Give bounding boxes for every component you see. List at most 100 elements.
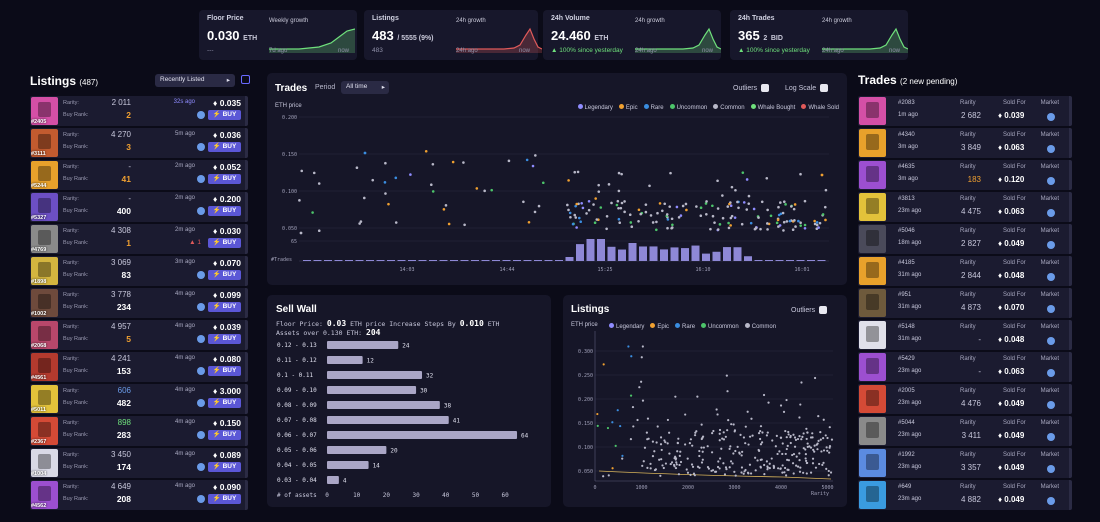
marketplace-icon[interactable]	[1047, 113, 1055, 121]
marketplace-icon[interactable]	[1047, 369, 1055, 377]
listing-row[interactable]: #5244 Rarity: Buy Rank: - 41 2m ago ♦ 0.…	[30, 160, 248, 190]
nft-thumbnail[interactable]: #2367	[31, 417, 58, 445]
buy-button[interactable]: ⚡ BUY	[208, 430, 241, 440]
nft-thumbnail[interactable]	[859, 161, 886, 189]
legend-item[interactable]: Epic	[644, 323, 669, 330]
listing-row[interactable]: #4769 Rarity: Buy Rank: 4 308 1 2m ago ♦…	[30, 224, 248, 254]
marketplace-icon[interactable]	[1047, 209, 1055, 217]
listing-row[interactable]: #2068 Rarity: Buy Rank: 4 957 5 4m ago ♦…	[30, 320, 248, 350]
marketplace-icon[interactable]	[1047, 177, 1055, 185]
nft-thumbnail[interactable]	[859, 385, 886, 413]
trade-row[interactable]: #5148 31m ago Rarity - Sold For ♦ 0.048 …	[858, 320, 1072, 350]
listing-row[interactable]: #5011 Rarity: Buy Rank: 606 482 4m ago ♦…	[30, 384, 248, 414]
legend-item[interactable]: Whale Sold	[795, 104, 839, 111]
nft-thumbnail[interactable]: #1898	[31, 257, 58, 285]
rarity-value: 3 357	[960, 463, 981, 472]
nft-thumbnail[interactable]	[859, 481, 886, 509]
legend-item[interactable]: Legendary	[603, 323, 644, 330]
buy-button[interactable]: ⚡ BUY	[208, 110, 241, 120]
trade-row[interactable]: #4635 3m ago Rarity 183 Sold For ♦ 0.120…	[858, 160, 1072, 190]
listing-row[interactable]: #5327 Rarity: Buy Rank: - 400 2m ago ♦ 0…	[30, 192, 248, 222]
listing-row[interactable]: #2405 Rarity: Buy Rank: 2 011 2 32s ago …	[30, 96, 248, 126]
logscale-toggle[interactable]: Log Scale	[785, 84, 829, 92]
outliers-checkbox[interactable]	[819, 306, 828, 314]
nft-thumbnail[interactable]: #1004	[31, 449, 58, 477]
nft-thumbnail[interactable]: #4769	[31, 225, 58, 253]
outliers-checkbox[interactable]	[761, 84, 770, 92]
buy-button[interactable]: ⚡ BUY	[208, 366, 241, 376]
nft-thumbnail[interactable]: #5011	[31, 385, 58, 413]
period-select[interactable]: All time ▸	[341, 81, 389, 94]
marketplace-icon[interactable]	[1047, 433, 1055, 441]
outliers-toggle[interactable]: Outliers	[733, 84, 770, 92]
listing-row[interactable]: #4561 Rarity: Buy Rank: 4 241 153 4m ago…	[30, 352, 248, 382]
nft-thumbnail[interactable]	[859, 193, 886, 221]
marketplace-icon[interactable]	[1047, 273, 1055, 281]
nft-thumbnail[interactable]	[859, 225, 886, 253]
marketplace-icon[interactable]	[1047, 465, 1055, 473]
nft-thumbnail[interactable]: #1002	[31, 289, 58, 317]
marketplace-icon[interactable]	[1047, 497, 1055, 505]
buy-button[interactable]: ⚡ BUY	[208, 206, 241, 216]
logscale-checkbox[interactable]	[820, 84, 829, 92]
trade-row[interactable]: #951 31m ago Rarity 4 873 Sold For ♦ 0.0…	[858, 288, 1072, 318]
trade-row[interactable]: #1992 23m ago Rarity 3 357 Sold For ♦ 0.…	[858, 448, 1072, 478]
legend-item[interactable]: Rare	[669, 323, 695, 330]
legend-item[interactable]: Rare	[638, 104, 664, 111]
listing-row[interactable]: #3111 Rarity: Buy Rank: 4 270 3 5m ago ♦…	[30, 128, 248, 158]
buy-button[interactable]: ⚡ BUY	[208, 302, 241, 312]
trade-row[interactable]: #4340 3m ago Rarity 3 849 Sold For ♦ 0.0…	[858, 128, 1072, 158]
legend-item[interactable]: Uncommon	[664, 104, 707, 111]
buy-button[interactable]: ⚡ BUY	[208, 494, 241, 504]
buy-button[interactable]: ⚡ BUY	[208, 174, 241, 184]
legend-item[interactable]: Common	[707, 104, 745, 111]
legend-item[interactable]: Whale Bought	[745, 104, 795, 111]
buy-button[interactable]: ⚡ BUY	[208, 334, 241, 344]
buy-button[interactable]: ⚡ BUY	[208, 270, 241, 280]
listings-outliers-toggle[interactable]: Outliers	[791, 306, 828, 314]
legend-item[interactable]: Uncommon	[695, 323, 739, 330]
nft-thumbnail[interactable]: #5327	[31, 193, 58, 221]
marketplace-icon[interactable]	[1047, 401, 1055, 409]
nft-thumbnail[interactable]	[859, 97, 886, 125]
buy-button[interactable]: ⚡ BUY	[208, 462, 241, 472]
buy-button[interactable]: ⚡ BUY	[208, 238, 241, 248]
nft-thumbnail[interactable]	[859, 289, 886, 317]
marketplace-icon[interactable]	[1047, 145, 1055, 153]
nft-thumbnail[interactable]	[859, 417, 886, 445]
legend-item[interactable]: Legendary	[572, 104, 613, 111]
trade-row[interactable]: #5046 18m ago Rarity 2 827 Sold For ♦ 0.…	[858, 224, 1072, 254]
listing-row[interactable]: #4562 Rarity: Buy Rank: 4 649 208 4m ago…	[30, 480, 248, 510]
trade-row[interactable]: #5429 23m ago Rarity - Sold For ♦ 0.063 …	[858, 352, 1072, 382]
listings-toggle-checkbox[interactable]	[241, 75, 250, 84]
trade-row[interactable]: #4185 31m ago Rarity 2 844 Sold For ♦ 0.…	[858, 256, 1072, 286]
nft-thumbnail[interactable]: #4561	[31, 353, 58, 381]
trade-row[interactable]: #649 23m ago Rarity 4 882 Sold For ♦ 0.0…	[858, 480, 1072, 510]
buy-button[interactable]: ⚡ BUY	[208, 398, 241, 408]
nft-thumbnail[interactable]: #5244	[31, 161, 58, 189]
nft-thumbnail[interactable]	[859, 129, 886, 157]
trade-row[interactable]: #3813 23m ago Rarity 4 475 Sold For ♦ 0.…	[858, 192, 1072, 222]
nft-thumbnail[interactable]	[859, 321, 886, 349]
listing-row[interactable]: #1898 Rarity: Buy Rank: 3 069 83 3m ago …	[30, 256, 248, 286]
nft-thumbnail[interactable]	[859, 257, 886, 285]
marketplace-icon[interactable]	[1047, 305, 1055, 313]
nft-thumbnail[interactable]	[859, 449, 886, 477]
marketplace-icon[interactable]	[1047, 337, 1055, 345]
legend-item[interactable]: Common	[739, 323, 776, 330]
nft-thumbnail[interactable]: #2068	[31, 321, 58, 349]
listing-row[interactable]: #2367 Rarity: Buy Rank: 898 283 4m ago ♦…	[30, 416, 248, 446]
nft-thumbnail[interactable]: #4562	[31, 481, 58, 509]
nft-thumbnail[interactable]: #2405	[31, 97, 58, 125]
nft-thumbnail[interactable]	[859, 353, 886, 381]
listing-row[interactable]: #1002 Rarity: Buy Rank: 3 778 234 4m ago…	[30, 288, 248, 318]
legend-item[interactable]: Epic	[613, 104, 638, 111]
trade-row[interactable]: #5044 23m ago Rarity 3 411 Sold For ♦ 0.…	[858, 416, 1072, 446]
nft-thumbnail[interactable]: #3111	[31, 129, 58, 157]
sort-select[interactable]: Recently Listed ▸	[155, 74, 235, 87]
marketplace-icon[interactable]	[1047, 241, 1055, 249]
listing-row[interactable]: #1004 Rarity: Buy Rank: 3 450 174 4m ago…	[30, 448, 248, 478]
trade-row[interactable]: #2083 1m ago Rarity 2 682 Sold For ♦ 0.0…	[858, 96, 1072, 126]
buy-button[interactable]: ⚡ BUY	[208, 142, 241, 152]
trade-row[interactable]: #2005 23m ago Rarity 4 476 Sold For ♦ 0.…	[858, 384, 1072, 414]
